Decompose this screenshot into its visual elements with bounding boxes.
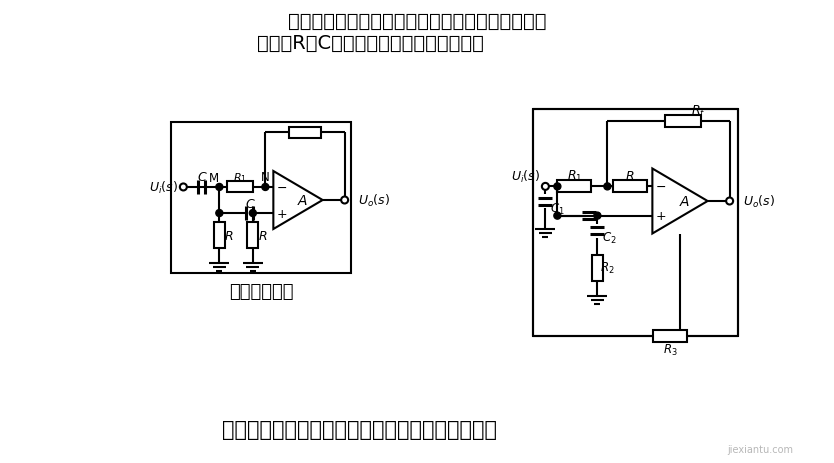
Bar bbox=[654, 330, 687, 342]
Circle shape bbox=[262, 184, 269, 191]
Text: M: M bbox=[209, 172, 219, 185]
Text: $R_2$: $R_2$ bbox=[600, 261, 615, 275]
Text: $R_3$: $R_3$ bbox=[663, 342, 678, 357]
Text: $C_1$: $C_1$ bbox=[550, 201, 565, 217]
Text: A: A bbox=[297, 194, 307, 207]
Bar bbox=[248, 223, 259, 249]
Text: +: + bbox=[277, 207, 288, 220]
Circle shape bbox=[249, 210, 256, 217]
Text: jiexiantu.com: jiexiantu.com bbox=[727, 444, 793, 454]
Text: $U_o(s)$: $U_o(s)$ bbox=[358, 193, 389, 209]
Text: $C_2$: $C_2$ bbox=[602, 231, 616, 246]
Text: $R_1$: $R_1$ bbox=[566, 169, 582, 183]
Text: $R_1$: $R_1$ bbox=[234, 171, 248, 184]
Text: $R_f$: $R_f$ bbox=[691, 103, 706, 118]
Circle shape bbox=[554, 183, 561, 190]
Text: +: + bbox=[656, 210, 666, 223]
Text: N: N bbox=[261, 171, 269, 184]
Bar bbox=[592, 255, 603, 281]
Bar bbox=[613, 181, 647, 193]
Polygon shape bbox=[652, 169, 707, 234]
Circle shape bbox=[216, 184, 223, 191]
Circle shape bbox=[216, 210, 223, 217]
Text: A: A bbox=[679, 194, 689, 208]
Circle shape bbox=[554, 213, 561, 219]
Bar bbox=[228, 182, 254, 193]
Bar bbox=[666, 116, 701, 128]
Circle shape bbox=[341, 197, 348, 204]
Text: 高通滤波电路与低通滤波电路具有对偶性，把低通: 高通滤波电路与低通滤波电路具有对偶性，把低通 bbox=[288, 12, 546, 31]
Text: C: C bbox=[197, 171, 206, 184]
Text: 实用二阶高通: 实用二阶高通 bbox=[229, 282, 294, 300]
Bar bbox=[534, 110, 737, 336]
Text: $U_i(s)$: $U_i(s)$ bbox=[149, 180, 178, 195]
Bar bbox=[557, 181, 591, 193]
Text: −: − bbox=[277, 181, 288, 194]
Text: R: R bbox=[626, 169, 634, 182]
Text: $U_i(s)$: $U_i(s)$ bbox=[511, 169, 540, 185]
Circle shape bbox=[726, 198, 733, 205]
Text: 将高通和低通电路适当组合即可得到带通滤波电路: 将高通和低通电路适当组合即可得到带通滤波电路 bbox=[223, 419, 498, 439]
Polygon shape bbox=[274, 172, 323, 230]
Text: 电路中R和C互换即可得到高通滤波电路。: 电路中R和C互换即可得到高通滤波电路。 bbox=[257, 33, 484, 52]
Text: R: R bbox=[259, 229, 267, 242]
Circle shape bbox=[594, 213, 600, 219]
Bar bbox=[214, 223, 225, 249]
Text: $U_o(s)$: $U_o(s)$ bbox=[742, 194, 775, 210]
Circle shape bbox=[542, 183, 549, 190]
Circle shape bbox=[180, 184, 187, 191]
Text: −: − bbox=[656, 181, 666, 194]
Text: C: C bbox=[245, 197, 254, 210]
Bar bbox=[171, 123, 350, 274]
Text: R: R bbox=[225, 229, 234, 242]
Bar bbox=[289, 127, 321, 138]
Circle shape bbox=[604, 183, 610, 190]
